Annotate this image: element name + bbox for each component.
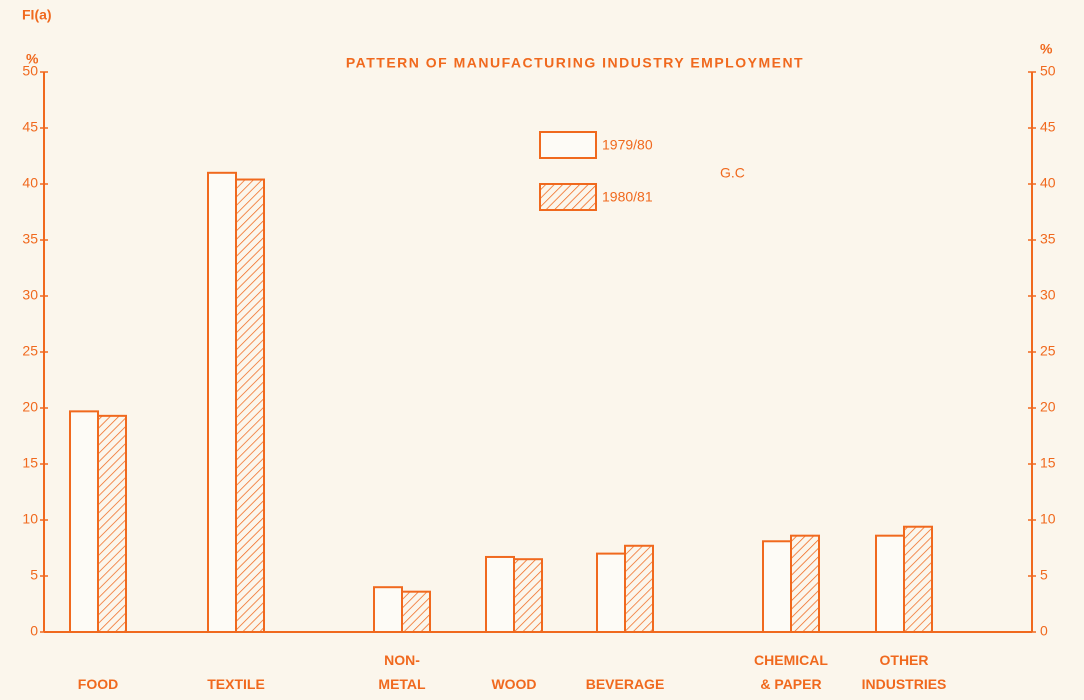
- y-tick-label: 10: [22, 511, 38, 527]
- y-tick-label: 40: [22, 175, 38, 191]
- figure-label: FI(a): [22, 7, 52, 23]
- bar: [624, 544, 654, 634]
- x-tick-label: NON- METAL: [378, 652, 426, 692]
- y2-tick-label: 30: [1040, 287, 1056, 303]
- y2-tick-label: 50: [1040, 63, 1056, 79]
- y2-tick-label: 0: [1040, 623, 1048, 639]
- bar: [97, 414, 127, 633]
- x-tick-label: OTHER INDUSTRIES: [861, 652, 947, 692]
- x-tick-label: BEVERAGE: [585, 676, 665, 692]
- legend-swatch: [539, 131, 597, 159]
- x-tick-label: CHEMICAL & PAPER: [754, 652, 828, 692]
- bar: [401, 590, 431, 633]
- y-tick-label: 35: [22, 231, 38, 247]
- y-tick-label: 0: [30, 623, 38, 639]
- y-tick-label: 30: [22, 287, 38, 303]
- y2-tick-label: 35: [1040, 231, 1056, 247]
- legend-swatch: [539, 183, 597, 211]
- y-axis-label: %: [26, 51, 39, 67]
- y2-axis-label: %: [1040, 41, 1053, 57]
- bar: [69, 410, 99, 633]
- y-tick-label: 20: [22, 399, 38, 415]
- x-tick-label: FOOD: [77, 676, 119, 692]
- annotation: G.C: [720, 165, 745, 181]
- bar: [875, 534, 905, 633]
- bar: [373, 586, 403, 634]
- y2-tick-label: 45: [1040, 119, 1056, 135]
- y-tick-label: 5: [30, 567, 38, 583]
- bar: [762, 540, 792, 634]
- bar: [207, 171, 237, 634]
- chart-title: PATTERN OF MANUFACTURING INDUSTRY EMPLOY…: [346, 55, 804, 71]
- y2-tick-label: 10: [1040, 511, 1056, 527]
- y2-tick-label: 20: [1040, 399, 1056, 415]
- bar: [903, 525, 933, 633]
- y-tick-label: 50: [22, 63, 38, 79]
- bar: [790, 534, 820, 633]
- bar: [513, 558, 543, 634]
- y-tick-label: 15: [22, 455, 38, 471]
- bar: [485, 555, 515, 634]
- legend-label: 1979/80: [602, 137, 653, 153]
- y2-tick-label: 40: [1040, 175, 1056, 191]
- x-tick-label: TEXTILE: [207, 676, 265, 692]
- y-tick-label: 45: [22, 119, 38, 135]
- y2-tick-label: 5: [1040, 567, 1048, 583]
- legend-label: 1980/81: [602, 189, 653, 205]
- y-tick-label: 25: [22, 343, 38, 359]
- x-tick-label: WOOD: [491, 676, 537, 692]
- bar: [596, 552, 626, 633]
- y2-tick-label: 15: [1040, 455, 1056, 471]
- bar: [235, 178, 265, 634]
- y2-tick-label: 25: [1040, 343, 1056, 359]
